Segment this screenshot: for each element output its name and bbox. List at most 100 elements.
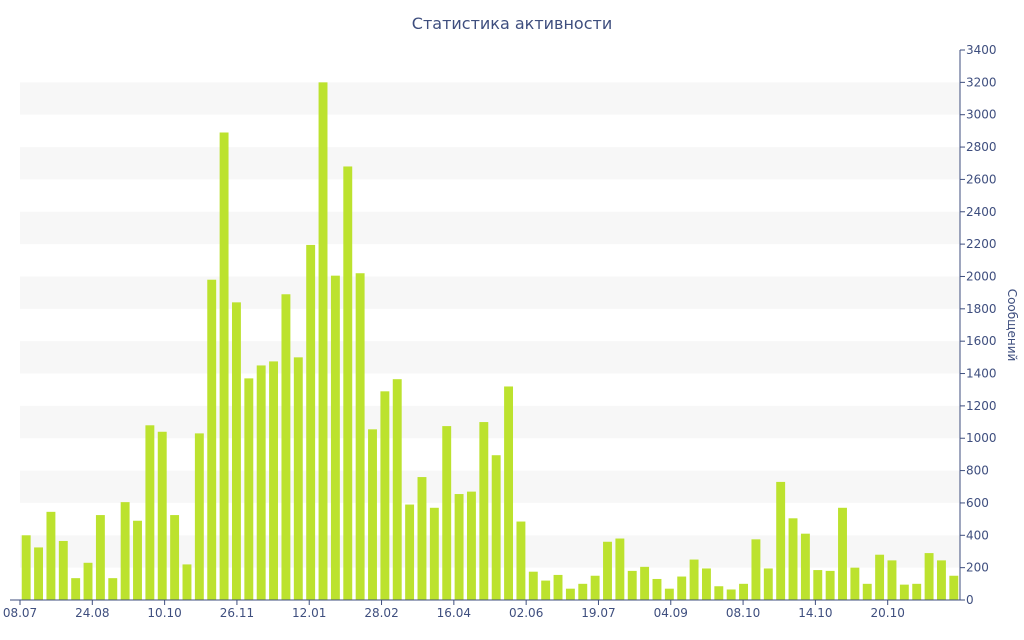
bar: [800, 533, 810, 600]
x-tick-label: 20.10: [871, 606, 905, 620]
bar: [46, 511, 56, 600]
bar: [887, 560, 897, 600]
bar: [21, 535, 31, 600]
bar: [751, 539, 761, 600]
bar: [256, 365, 266, 600]
y-tick-label: 400: [966, 528, 989, 542]
bar: [516, 521, 526, 600]
bar: [281, 294, 291, 600]
x-tick-label: 19.07: [581, 606, 615, 620]
bar: [429, 507, 439, 600]
y-tick-label: 2400: [966, 205, 997, 219]
grid-band: [20, 405, 960, 439]
x-tick-label: 24.08: [75, 606, 109, 620]
y-tick-label: 0: [966, 593, 974, 607]
y-tick-label: 3000: [966, 108, 997, 122]
bar: [355, 273, 365, 600]
y-tick-label: 2200: [966, 237, 997, 251]
x-tick-label: 10.10: [147, 606, 181, 620]
bar: [479, 422, 489, 600]
bar-series: [21, 82, 959, 601]
bar: [701, 568, 711, 600]
bar: [454, 494, 464, 600]
bar: [603, 541, 612, 600]
bar: [825, 570, 835, 600]
bar: [924, 553, 934, 600]
y-tick-label: 800: [966, 464, 989, 478]
bar: [145, 425, 155, 600]
bar: [405, 504, 415, 600]
bar: [565, 588, 575, 600]
bar: [306, 244, 316, 600]
bar: [899, 584, 909, 600]
bar: [244, 378, 254, 600]
bar: [850, 567, 860, 600]
bar: [95, 515, 105, 600]
bar: [133, 520, 142, 600]
y-tick-label: 2000: [966, 269, 997, 283]
bar: [442, 426, 452, 600]
bar: [368, 429, 377, 600]
bar: [71, 578, 81, 600]
bar: [380, 391, 390, 600]
x-tick-label: 14.10: [798, 606, 832, 620]
chart-title: Статистика активности: [411, 14, 613, 33]
x-tick-label: 26.11: [220, 606, 254, 620]
bar: [541, 580, 551, 600]
grid-band: [20, 470, 960, 503]
bar: [578, 583, 588, 600]
bar: [466, 491, 476, 600]
y-tick-label: 1800: [966, 302, 997, 316]
bar: [318, 82, 328, 601]
x-tick-label: 04.09: [654, 606, 688, 620]
bar: [640, 566, 650, 600]
grid-band: [20, 276, 960, 309]
bar: [269, 361, 279, 600]
y-tick-label: 2600: [966, 172, 997, 186]
bar: [504, 386, 514, 600]
bar: [714, 586, 724, 600]
x-tick-label: 28.02: [364, 606, 398, 620]
bar: [813, 570, 823, 600]
bar: [194, 433, 204, 600]
bar: [553, 574, 563, 600]
bar: [689, 559, 699, 600]
bar: [949, 575, 959, 600]
bar: [652, 578, 662, 600]
grid-band: [20, 147, 960, 180]
x-tick-label: 12.01: [292, 606, 326, 620]
bar: [170, 515, 180, 600]
y-axis-label: Сообщений: [1005, 288, 1019, 362]
bar: [207, 279, 217, 600]
bar: [528, 571, 538, 600]
grid-bands: [20, 82, 960, 568]
x-tick-label: 16.04: [437, 606, 471, 620]
bar: [776, 481, 786, 600]
bar: [58, 540, 68, 600]
bar: [83, 562, 93, 600]
bar: [627, 570, 637, 600]
y-tick-label: 3200: [966, 75, 997, 89]
bar: [108, 578, 118, 600]
grid-band: [20, 82, 960, 115]
bar: [231, 302, 241, 600]
bar: [590, 575, 600, 600]
y-tick-label: 1600: [966, 334, 997, 348]
bar: [330, 275, 340, 600]
bar: [219, 132, 229, 600]
bar: [862, 583, 872, 600]
bar: [182, 564, 192, 600]
bar: [838, 507, 847, 600]
y-tick-label: 600: [966, 496, 989, 510]
axes: 0 200 400 600 800 1000 1200 1400 1600 1800 2000 220…: [3, 43, 997, 620]
grid-band: [20, 341, 960, 374]
bar: [664, 588, 674, 600]
bar: [763, 568, 773, 600]
bar: [936, 560, 946, 600]
bar: [491, 455, 501, 600]
bar: [293, 357, 303, 600]
bar: [615, 538, 625, 600]
bar: [726, 589, 736, 600]
